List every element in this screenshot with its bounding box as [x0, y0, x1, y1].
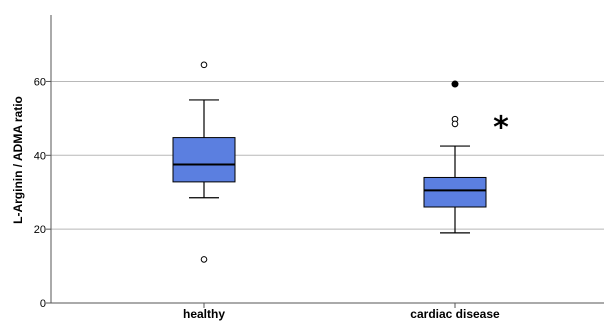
- category-label: healthy: [183, 307, 225, 321]
- annotations: *: [493, 110, 509, 145]
- category-labels: healthy cardiac disease: [183, 303, 500, 321]
- y-tick-label: 40: [34, 150, 46, 162]
- outlier-point: [451, 120, 459, 128]
- y-tick-labels: 0 20 40 60: [34, 76, 46, 310]
- y-tick-label: 0: [40, 298, 46, 310]
- gridlines: [46, 80, 604, 304]
- y-tick-label: 20: [34, 224, 46, 236]
- outlier-point: [200, 61, 208, 69]
- box-group: [423, 80, 487, 234]
- significance-star: *: [493, 110, 509, 145]
- y-tick-label: 60: [34, 76, 46, 88]
- outlier-point: [200, 256, 208, 263]
- boxes: [172, 61, 487, 263]
- extreme-point: [451, 80, 459, 88]
- iqr-box: [172, 137, 236, 183]
- y-axis-title: L-Arginin / ADMA ratio: [11, 96, 25, 224]
- iqr-box: [423, 176, 487, 208]
- category-label: cardiac disease: [410, 307, 500, 321]
- box-group: [172, 61, 236, 263]
- axes: [50, 15, 604, 304]
